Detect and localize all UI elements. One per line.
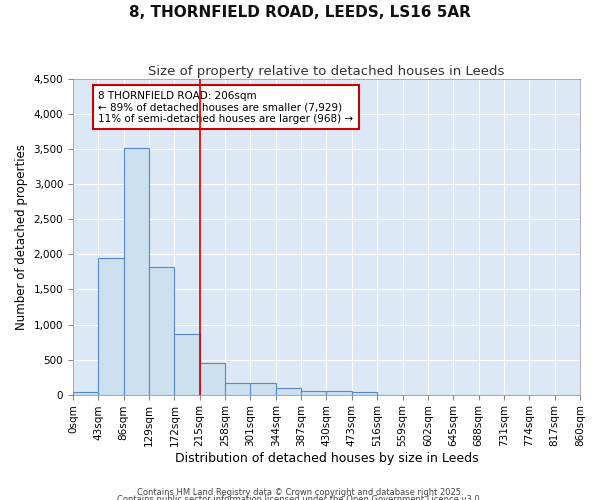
- Bar: [200, 363, 225, 394]
- Y-axis label: Number of detached properties: Number of detached properties: [15, 144, 28, 330]
- Bar: [149, 267, 175, 394]
- Bar: [73, 392, 98, 394]
- Text: Contains public sector information licensed under the Open Government Licence v3: Contains public sector information licen…: [118, 496, 482, 500]
- Text: 8, THORNFIELD ROAD, LEEDS, LS16 5AR: 8, THORNFIELD ROAD, LEEDS, LS16 5AR: [129, 5, 471, 20]
- Bar: [98, 258, 124, 394]
- Title: Size of property relative to detached houses in Leeds: Size of property relative to detached ho…: [148, 65, 505, 78]
- Text: 8 THORNFIELD ROAD: 206sqm
← 89% of detached houses are smaller (7,929)
11% of se: 8 THORNFIELD ROAD: 206sqm ← 89% of detac…: [98, 90, 353, 124]
- Bar: [175, 334, 200, 394]
- Bar: [352, 392, 377, 394]
- Bar: [276, 388, 301, 394]
- X-axis label: Distribution of detached houses by size in Leeds: Distribution of detached houses by size …: [175, 452, 478, 465]
- Bar: [301, 390, 326, 394]
- Text: Contains HM Land Registry data © Crown copyright and database right 2025.: Contains HM Land Registry data © Crown c…: [137, 488, 463, 497]
- Bar: [326, 391, 352, 394]
- Bar: [225, 384, 250, 394]
- Bar: [124, 148, 149, 394]
- Bar: [250, 384, 276, 394]
